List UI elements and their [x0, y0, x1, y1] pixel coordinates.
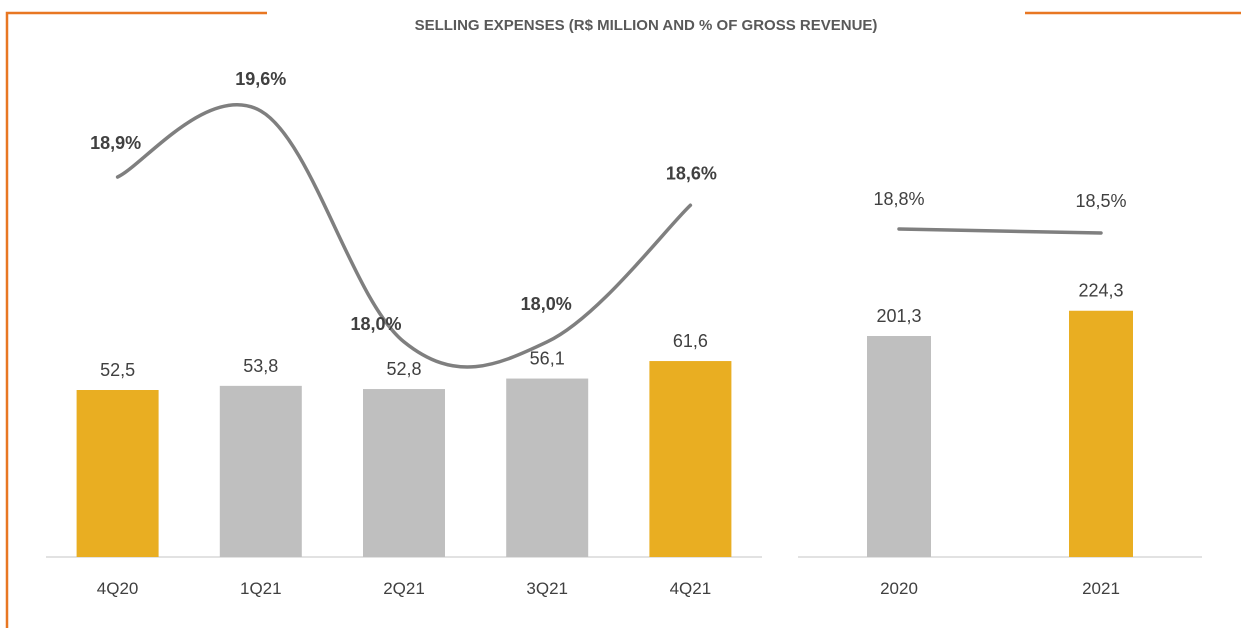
annual-bar-value-2020: 201,3: [876, 306, 921, 326]
quarterly-bar-2Q21: [363, 389, 445, 557]
annual-tick-2021: 2021: [1082, 579, 1120, 598]
quarterly-bar-4Q20: [76, 390, 159, 557]
quarterly-pct-label-4Q20: 18,9%: [90, 133, 141, 153]
quarterly-tick-4Q20: 4Q20: [97, 579, 139, 598]
annual-pct-label-2020: 18,8%: [873, 189, 924, 209]
quarterly-pct-label-3Q21: 18,0%: [521, 294, 572, 314]
frame-left: [5, 11, 267, 628]
quarterly-pct-label-2Q21: 18,0%: [350, 314, 401, 334]
chart-title: SELLING EXPENSES (R$ MILLION AND % OF GR…: [415, 17, 878, 34]
quarterly-tick-3Q21: 3Q21: [526, 579, 568, 598]
quarterly-percent-line: [115, 102, 693, 369]
annual-bar-2020: [867, 336, 931, 557]
quarterly-bar-value-3Q21: 56,1: [530, 349, 565, 369]
quarterly-bar-1Q21: [219, 385, 302, 557]
quarterly-bar-3Q21: [506, 378, 589, 557]
quarterly-bar-4Q21: [649, 361, 732, 557]
quarterly-bar-value-1Q21: 53,8: [243, 356, 278, 376]
annual-bar-2021: [1069, 310, 1133, 557]
annual-percent-line: [897, 227, 1103, 235]
quarterly-tick-4Q21: 4Q21: [670, 579, 712, 598]
quarterly-tick-2Q21: 2Q21: [383, 579, 425, 598]
quarterly-pct-label-4Q21: 18,6%: [666, 163, 717, 183]
quarterly-bar-value-4Q20: 52,5: [100, 360, 135, 380]
annual-tick-2020: 2020: [880, 579, 918, 598]
annual-pct-label-2021: 18,5%: [1075, 191, 1126, 211]
quarterly-tick-1Q21: 1Q21: [240, 579, 282, 598]
quarterly-bar-value-2Q21: 52,8: [386, 359, 421, 379]
quarterly-bar-value-4Q21: 61,6: [673, 331, 708, 351]
annual-bar-value-2021: 224,3: [1078, 281, 1123, 301]
quarterly-pct-label-1Q21: 19,6%: [235, 69, 286, 89]
